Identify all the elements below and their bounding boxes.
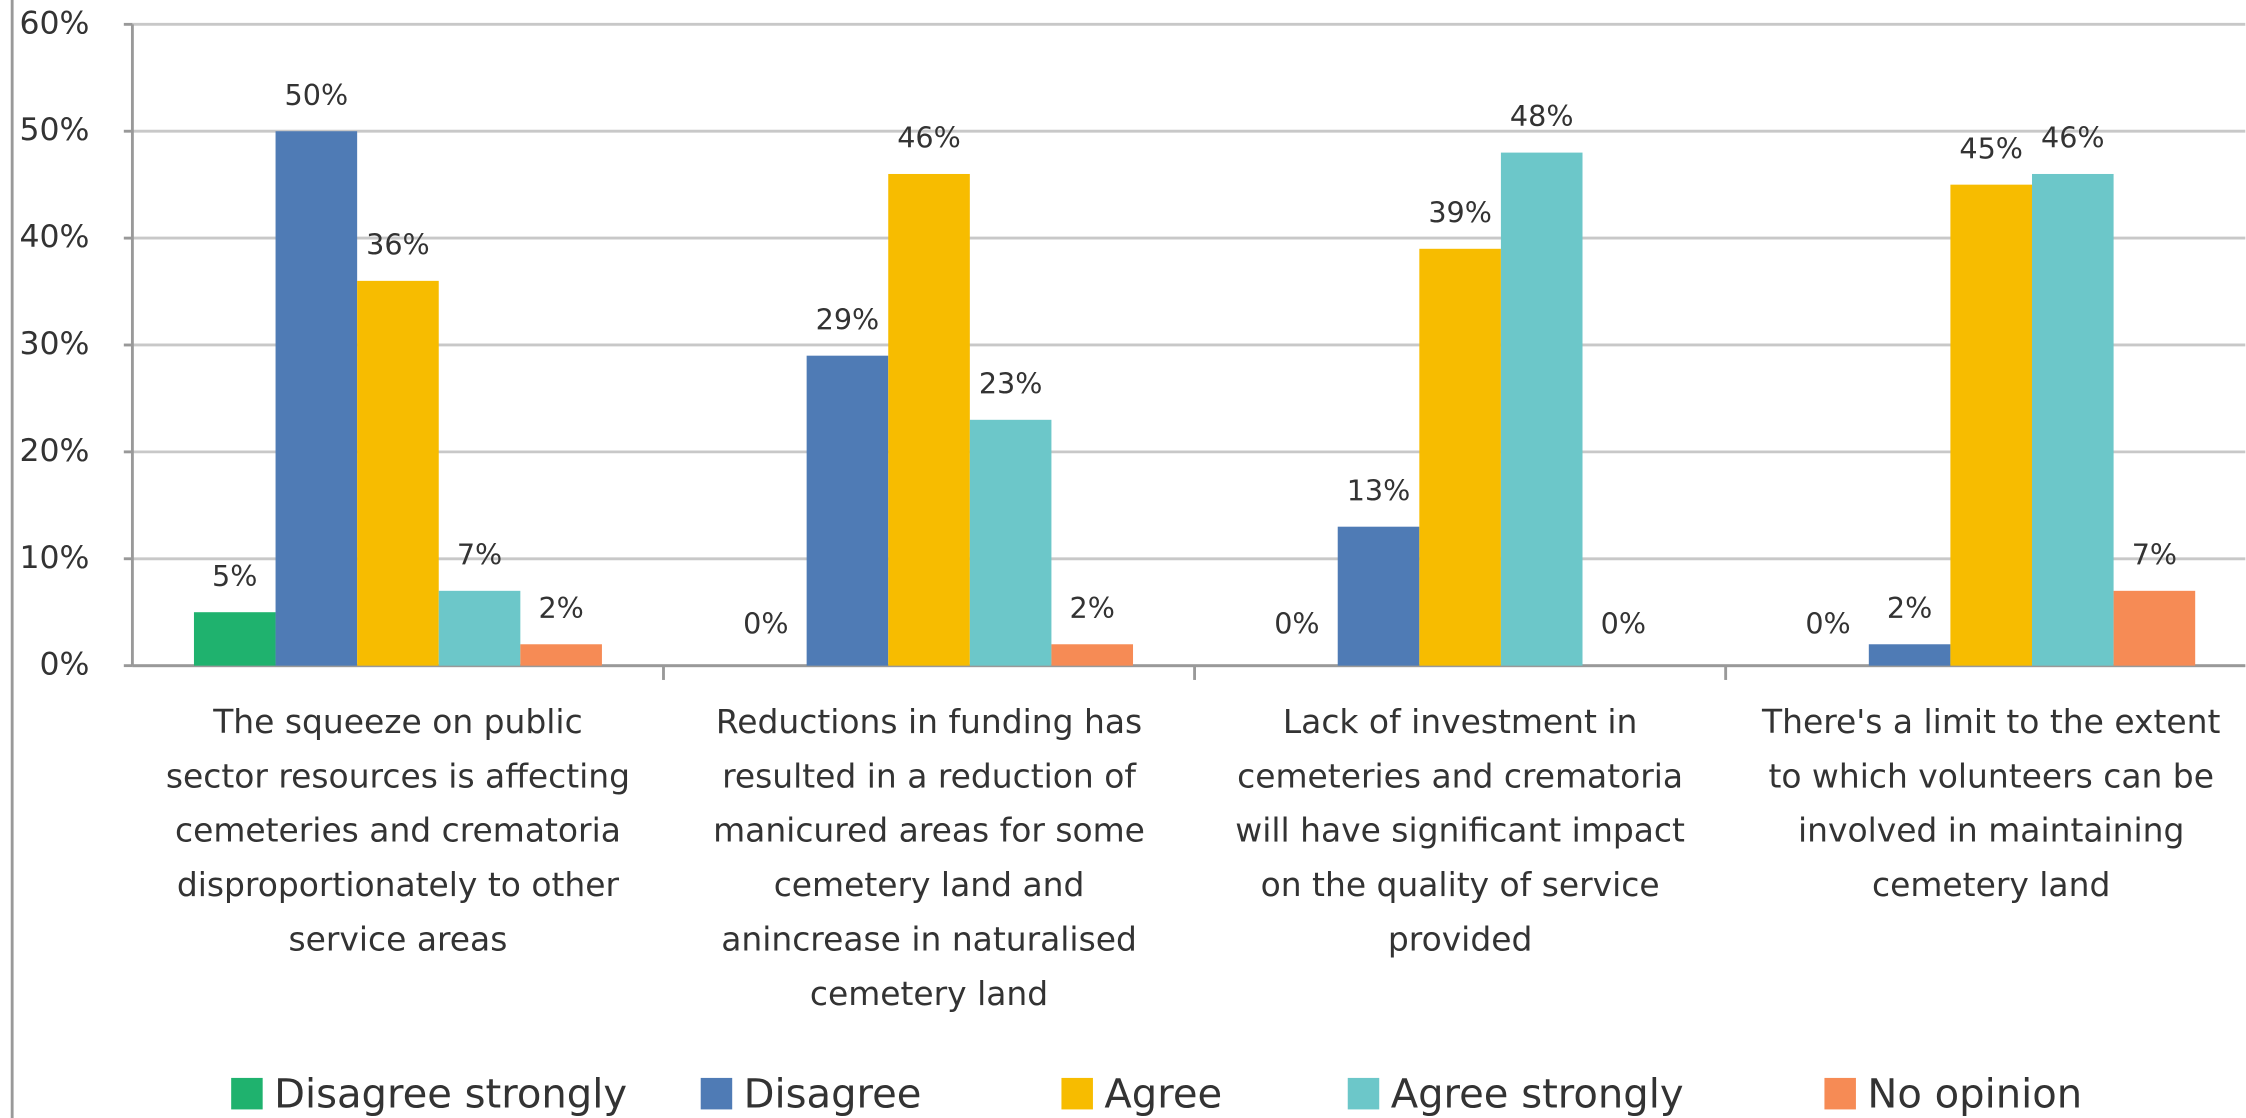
x-tick-label-line: There's a limit to the extent xyxy=(1761,701,2220,740)
data-label: 0% xyxy=(1805,607,1850,641)
x-tick-label-line: sector resources is affecting xyxy=(166,756,630,795)
legend-swatch xyxy=(231,1077,263,1110)
x-tick-label-line: will have significant impact xyxy=(1235,810,1685,849)
data-label: 13% xyxy=(1347,473,1411,507)
data-label: 46% xyxy=(897,121,961,155)
bar xyxy=(888,173,970,666)
legend-swatch xyxy=(700,1077,733,1110)
x-tick-label-line: disproportionately to other xyxy=(177,865,620,904)
bar xyxy=(1051,644,1134,666)
legend-label: No opinion xyxy=(1867,1072,2082,1118)
data-label: 2% xyxy=(538,591,583,625)
y-tick-label: 30% xyxy=(19,326,89,362)
x-tick-label: There's a limit to the extent to which vo… xyxy=(1761,701,2220,903)
y-tick-label: 40% xyxy=(19,219,89,255)
bar xyxy=(1419,248,1501,666)
x-tick-label-line: to which volunteers can be xyxy=(1768,756,2214,795)
bar xyxy=(2113,590,2196,666)
x-tick-label-line: cemetery land xyxy=(1872,865,2110,904)
x-tick-label-line: involved in maintaining xyxy=(1798,810,2184,849)
bar xyxy=(520,644,602,666)
data-label: 46% xyxy=(2041,121,2105,155)
bar xyxy=(357,280,439,666)
data-label: 2% xyxy=(1070,591,1115,625)
x-tick-label-line: cemetery land xyxy=(810,973,1048,1012)
data-label: 39% xyxy=(1428,195,1492,229)
legend-swatch xyxy=(1061,1077,1093,1110)
legend-swatch xyxy=(1347,1077,1380,1110)
data-label: 0% xyxy=(743,607,788,641)
x-tick-label-line: resulted in a reduction of xyxy=(722,756,1137,795)
y-tick-label: 50% xyxy=(19,112,89,148)
x-tick-label-line: anincrease in naturalised xyxy=(721,919,1137,958)
data-label: 0% xyxy=(1274,607,1319,641)
x-tick-label-line: service areas xyxy=(289,919,508,958)
data-label: 36% xyxy=(366,228,430,262)
data-label: 7% xyxy=(457,537,502,571)
legend-label: Agree xyxy=(1104,1072,1222,1118)
data-label: 2% xyxy=(1887,591,1932,625)
bar xyxy=(275,131,358,666)
bar xyxy=(1337,526,1420,666)
x-tick-label-line: The squeeze on public xyxy=(212,701,582,740)
x-tick-label-line: cemetery land and xyxy=(774,865,1085,904)
data-label: 48% xyxy=(1510,99,1574,133)
y-tick-label: 60% xyxy=(19,5,89,41)
data-label: 0% xyxy=(1601,607,1646,641)
x-tick-label: Reductions in funding has resulted in a r… xyxy=(713,701,1145,1012)
data-label: 50% xyxy=(285,78,349,112)
bar xyxy=(806,355,889,666)
x-tick-label-line: cemeteries and crematoria xyxy=(1237,756,1683,795)
bar xyxy=(1950,184,2033,666)
legend-label: Disagree strongly xyxy=(274,1072,627,1118)
y-tick-label: 10% xyxy=(19,540,89,576)
data-label: 45% xyxy=(1959,131,2023,165)
x-tick-label: Lack of investment in cemeteries and crem… xyxy=(1235,701,1685,958)
x-tick-label-line: cemeteries and crematoria xyxy=(175,810,621,849)
data-label: 29% xyxy=(816,302,880,336)
x-tick-label-line: Reductions in funding has xyxy=(716,701,1142,740)
bar xyxy=(2032,173,2114,666)
bar xyxy=(438,590,521,666)
data-label: 23% xyxy=(979,366,1043,400)
x-tick-label: The squeeze on public sector resources is… xyxy=(166,701,630,958)
bar xyxy=(969,419,1052,666)
legend-swatch xyxy=(1824,1077,1856,1110)
x-tick-label-line: provided xyxy=(1388,919,1532,958)
x-tick-label-line: Lack of investment in xyxy=(1283,701,1638,740)
bar xyxy=(1500,152,1583,666)
legend-label: Agree strongly xyxy=(1391,1072,1684,1118)
bar xyxy=(1868,644,1951,666)
data-label: 7% xyxy=(2132,537,2177,571)
x-tick-label-line: on the quality of service xyxy=(1261,865,1660,904)
x-tick-label-line: manicured areas for some xyxy=(713,810,1145,849)
data-label: 5% xyxy=(212,559,257,593)
bar xyxy=(193,612,276,666)
y-tick-label: 20% xyxy=(19,433,89,469)
legend-label: Disagree xyxy=(744,1072,922,1118)
y-tick-label: 0% xyxy=(40,647,90,683)
